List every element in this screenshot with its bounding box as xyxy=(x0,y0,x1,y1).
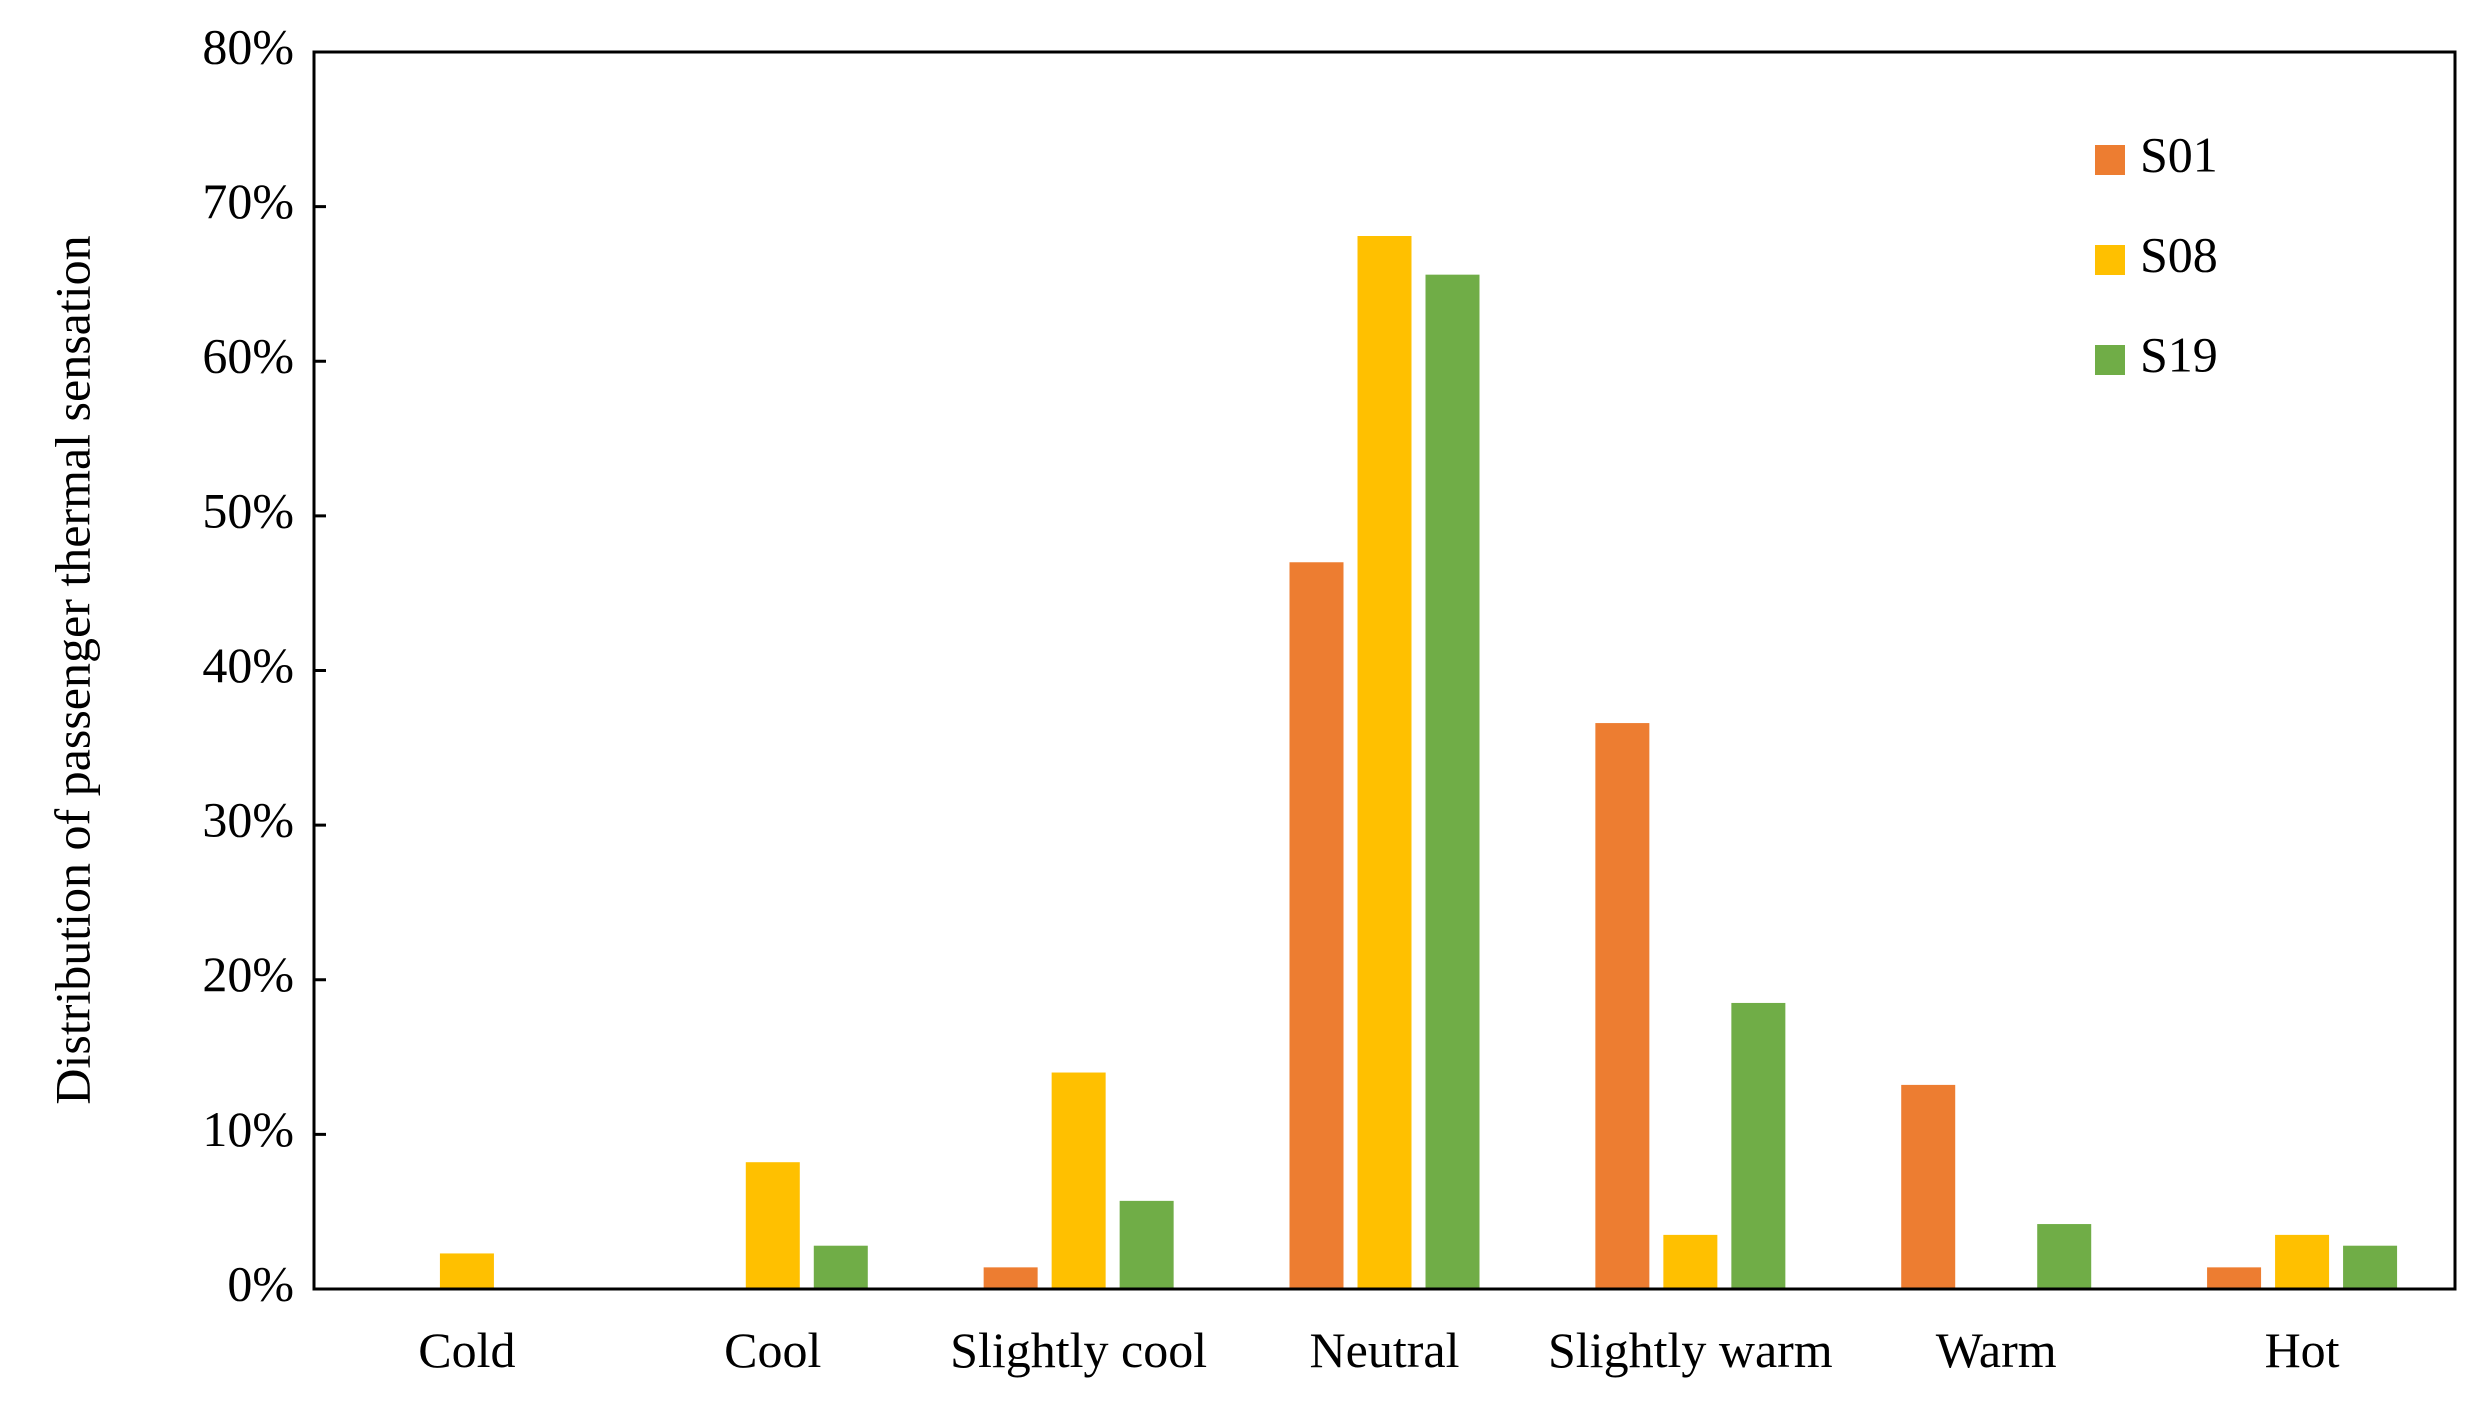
x-tick-label-cool: Cool xyxy=(724,1322,821,1378)
y-tick-label-80: 80% xyxy=(202,18,294,74)
x-tick-label-hot: Hot xyxy=(2265,1322,2340,1378)
bar-s19-neutral xyxy=(1425,274,1480,1289)
bar-s08-neutral xyxy=(1357,236,1412,1289)
legend-swatch-s01 xyxy=(2095,145,2125,175)
bar-s01-neutral xyxy=(1289,562,1344,1289)
x-tick-label-cold: Cold xyxy=(418,1322,515,1378)
bar-s08-cool xyxy=(745,1162,800,1289)
bar-s01-slightly-cool xyxy=(983,1267,1038,1289)
legend: S01 S08 S19 xyxy=(2095,126,2218,382)
legend-label-s01: S01 xyxy=(2140,126,2218,182)
bar-s08-slightly-warm xyxy=(1663,1234,1718,1289)
y-axis-title: Distribution of passenger thermal sensat… xyxy=(44,235,100,1104)
bar-s19-warm xyxy=(2037,1224,2092,1289)
y-tick-label-40: 40% xyxy=(202,637,294,693)
x-tick-label-slightly-warm: Slightly warm xyxy=(1548,1322,1833,1378)
y-axis: 0% 10% 20% 30% 40% 50% 60% 70% 80% xyxy=(202,18,326,1311)
bar-s19-hot xyxy=(2343,1245,2398,1289)
y-tick-label-70: 70% xyxy=(202,173,294,229)
bar-s08-slightly-cool xyxy=(1051,1072,1106,1289)
y-tick-label-20: 20% xyxy=(202,946,294,1002)
bar-s19-slightly-warm xyxy=(1731,1002,1786,1289)
bar-s19-cool xyxy=(813,1245,868,1289)
legend-label-s08: S08 xyxy=(2140,226,2218,282)
bar-s01-hot xyxy=(2207,1267,2262,1289)
bar-s01-warm xyxy=(1901,1084,1956,1289)
legend-swatch-s08 xyxy=(2095,245,2125,275)
x-tick-label-warm: Warm xyxy=(1936,1322,2057,1378)
y-tick-label-60: 60% xyxy=(202,328,294,384)
bar-s01-slightly-warm xyxy=(1595,723,1650,1289)
bars-group xyxy=(439,236,2398,1289)
y-tick-label-50: 50% xyxy=(202,482,294,538)
bar-s08-hot xyxy=(2275,1234,2330,1289)
bar-s08-cold xyxy=(439,1253,494,1289)
x-axis: Cold Cool Slightly cool Neutral Slightly war… xyxy=(418,1322,2339,1378)
legend-swatch-s19 xyxy=(2095,345,2125,375)
y-tick-label-30: 30% xyxy=(202,792,294,848)
x-tick-label-slightly-cool: Slightly cool xyxy=(950,1322,1207,1378)
bar-s19-slightly-cool xyxy=(1119,1200,1174,1289)
x-tick-label-neutral: Neutral xyxy=(1310,1322,1460,1378)
legend-label-s19: S19 xyxy=(2140,326,2218,382)
y-tick-label-10: 10% xyxy=(202,1101,294,1157)
y-tick-label-0: 0% xyxy=(227,1255,294,1311)
